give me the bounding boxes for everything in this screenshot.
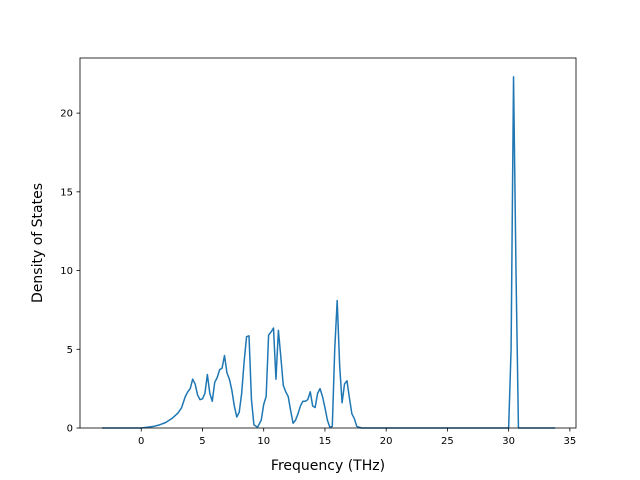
plot-layer <box>102 76 556 429</box>
y-axis-label: Density of States <box>30 183 46 303</box>
x-tick-label: 25 <box>441 436 454 447</box>
x-tick-label: 20 <box>380 436 393 447</box>
y-tick-label: 20 <box>60 109 73 120</box>
x-tick-label: 5 <box>199 436 205 447</box>
dos-line-0 <box>102 76 556 429</box>
ticks-layer: 0 5 10 15 20 25 30 35 0 5 10 15 20 <box>60 109 576 447</box>
x-axis-label: Frequency (THz) <box>271 458 385 474</box>
x-tick-label: 10 <box>257 436 270 447</box>
x-tick-label: 30 <box>502 436 515 447</box>
axes-frame <box>79 57 577 429</box>
y-tick-label: 15 <box>60 187 73 198</box>
x-tick-label: 35 <box>564 436 577 447</box>
x-tick-label: 0 <box>138 436 144 447</box>
y-tick-label: 5 <box>67 345 73 356</box>
y-tick-label: 10 <box>60 266 73 277</box>
y-tick-label: 0 <box>67 424 73 435</box>
x-tick-label: 15 <box>319 436 332 447</box>
